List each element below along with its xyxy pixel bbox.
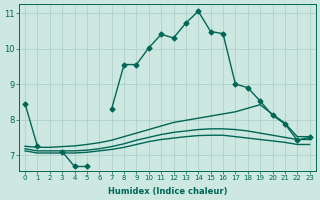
X-axis label: Humidex (Indice chaleur): Humidex (Indice chaleur) [108,187,227,196]
